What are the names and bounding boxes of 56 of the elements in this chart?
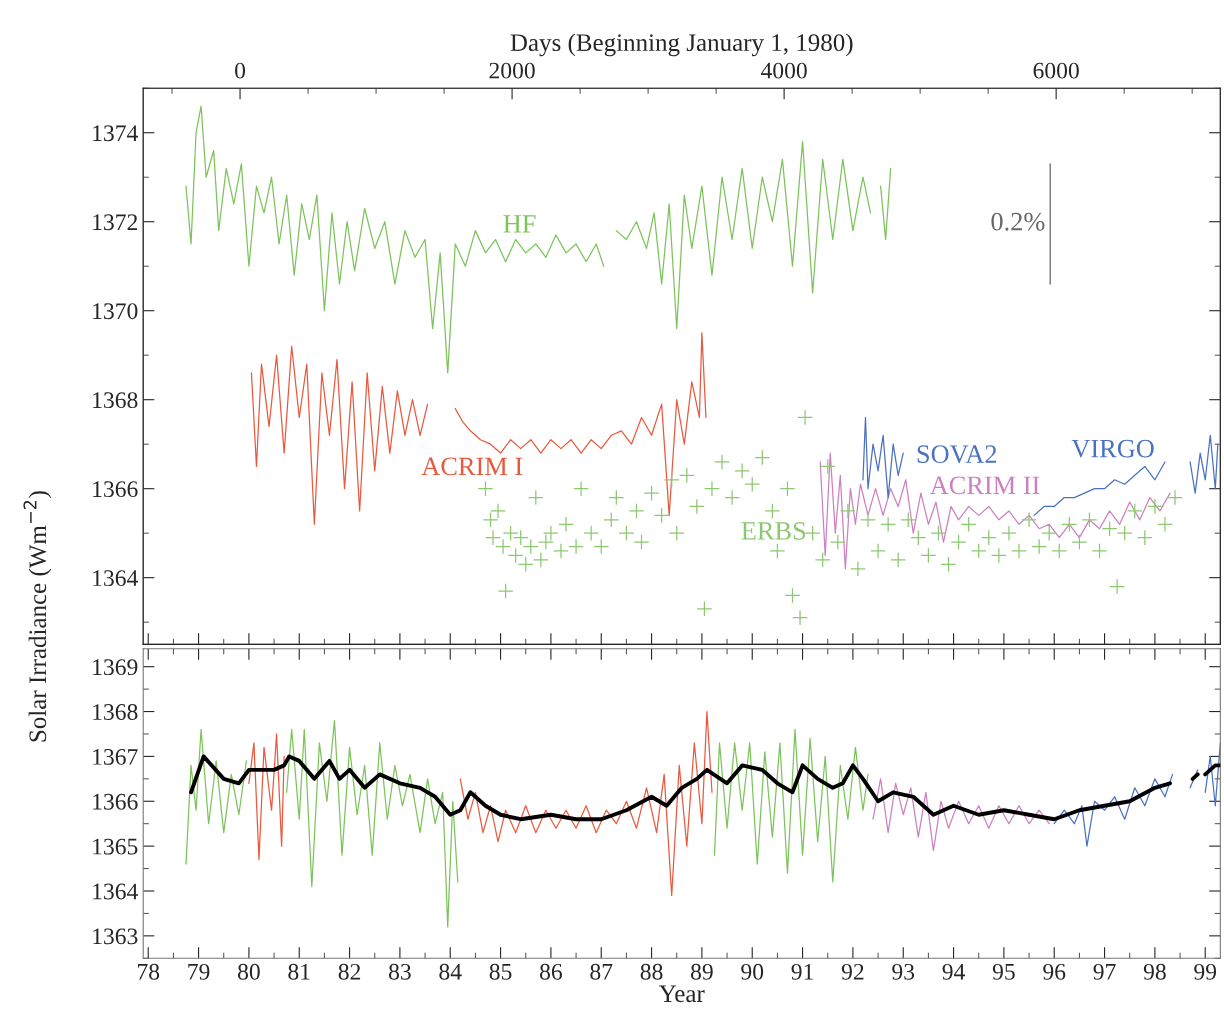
x-tick-label: 95	[992, 963, 1015, 980]
series-label: VIRGO	[1071, 439, 1154, 458]
y-tick-label: 1366	[93, 793, 138, 810]
x-tick-label: 91	[791, 963, 813, 980]
y-tick-label: 1363	[93, 928, 138, 945]
y-tick-label: 1370	[93, 303, 138, 320]
y-tick-label: 1365	[93, 838, 138, 855]
line-series	[862, 416, 904, 499]
x-tick-label: 97	[1093, 963, 1116, 980]
x-tick-label: 98	[1143, 963, 1166, 980]
x-tick-label: 84	[439, 963, 462, 980]
y-tick-label: 1364	[93, 570, 138, 587]
series-label: ACRIM II	[929, 476, 1040, 495]
series-label: SOVA2	[917, 445, 997, 464]
y-axis-title: Solar Irradiance (Wm$^{−2}$)	[23, 491, 52, 742]
x-tick-label: 85	[489, 963, 512, 980]
x-tick-label: 92	[841, 963, 864, 980]
x2-tick-label: 4000	[760, 62, 807, 79]
x-tick-label: 81	[288, 963, 310, 980]
series-label: 0.2%	[991, 212, 1045, 231]
x-tick-label: 89	[691, 963, 713, 980]
x-tick-label: 96	[1043, 963, 1066, 980]
x-tick-label: 83	[389, 963, 411, 980]
line-series	[185, 728, 248, 865]
series-label: ACRIM I	[421, 457, 523, 476]
y-tick-label: 1367	[93, 748, 138, 765]
x-tick-label: 93	[892, 963, 915, 980]
x-tick-label: 79	[188, 963, 210, 980]
x2-axis-title: Days (Beginning January 1, 1980)	[510, 33, 853, 57]
x-tick-label: 78	[137, 963, 160, 980]
x-tick-label: 86	[540, 963, 562, 980]
line-series	[248, 733, 285, 861]
y-tick-label: 1366	[93, 481, 138, 498]
y-tick-label: 1369	[93, 659, 138, 676]
y-tick-label: 1368	[93, 392, 138, 409]
line-series	[872, 778, 1050, 852]
x-tick-label: 80	[238, 963, 260, 980]
x-axis-title: Year	[659, 985, 705, 1003]
series-label: ERBS	[741, 522, 806, 540]
line-series	[459, 710, 713, 897]
x-tick-label: 94	[942, 963, 965, 980]
y-tick-label: 1372	[93, 214, 138, 231]
x-tick-label: 88	[640, 963, 663, 980]
x-tick-label: 99	[1194, 963, 1217, 980]
x-tick-label: 87	[590, 963, 613, 980]
y-tick-label: 1368	[93, 704, 138, 720]
line-series	[713, 728, 869, 883]
series-label: HF	[503, 215, 536, 233]
x2-tick-label: 6000	[1033, 62, 1079, 79]
x-tick-label: 90	[741, 963, 764, 980]
line-series	[286, 719, 459, 928]
y-tick-label: 1364	[93, 883, 138, 900]
x2-tick-label: 0	[235, 62, 246, 79]
y-tick-label: 1374	[93, 125, 138, 142]
x2-tick-label: 2000	[489, 62, 535, 79]
x-tick-label: 82	[338, 963, 361, 980]
